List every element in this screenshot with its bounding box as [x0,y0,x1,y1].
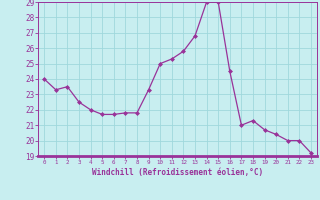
X-axis label: Windchill (Refroidissement éolien,°C): Windchill (Refroidissement éolien,°C) [92,168,263,177]
